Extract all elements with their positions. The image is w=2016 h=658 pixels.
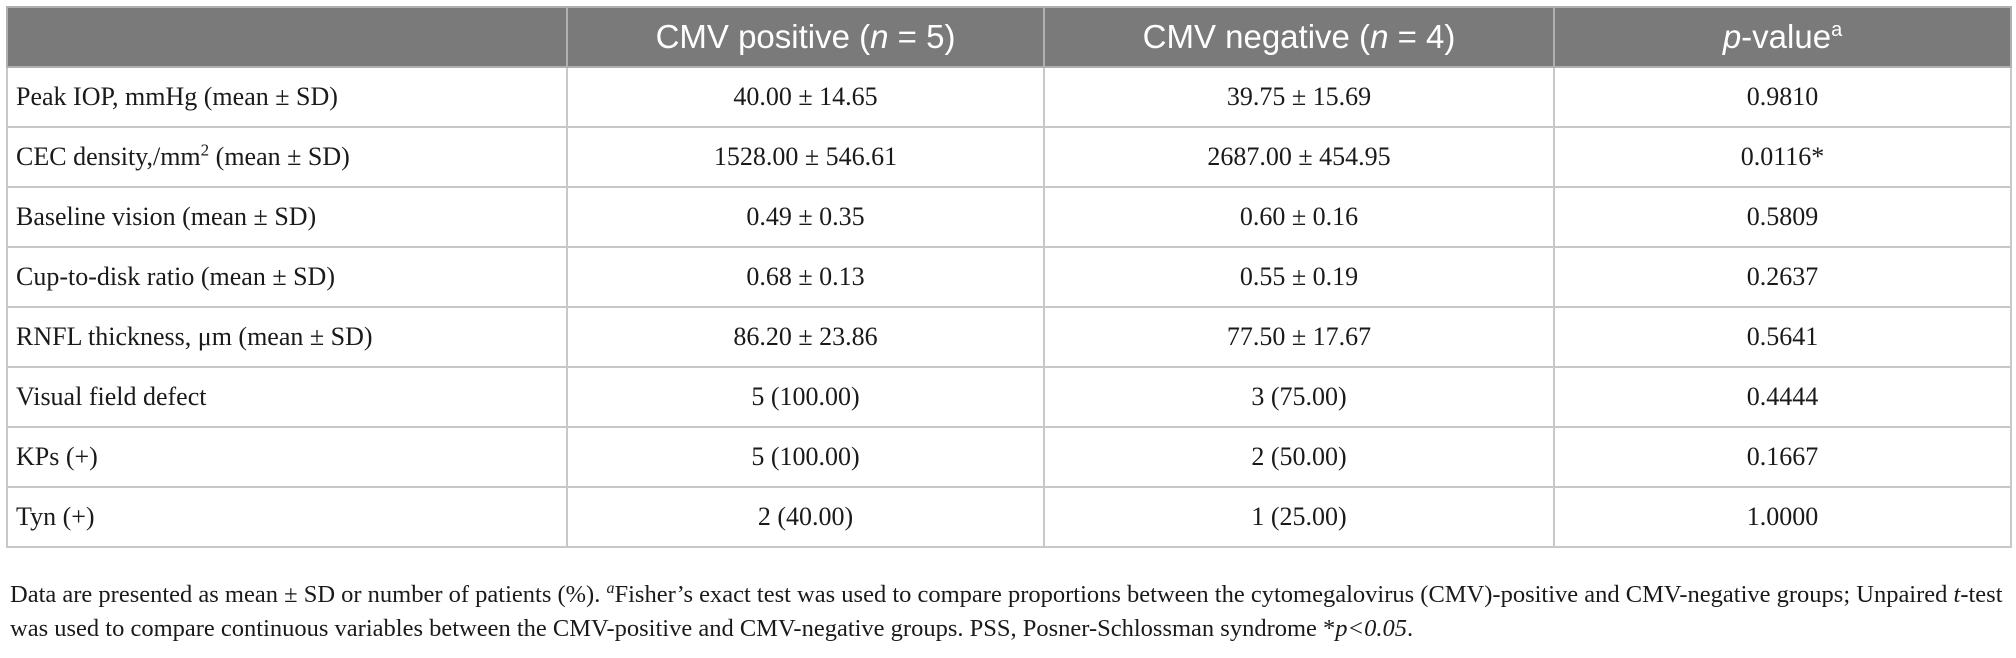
table-row: Peak IOP, mmHg (mean ± SD) 40.00 ± 14.65…: [6, 66, 2012, 128]
table-row: KPs (+) 5 (100.00) 2 (50.00) 0.1667: [6, 426, 2012, 488]
cell-cmv-negative: 77.50 ± 17.67: [1043, 306, 1555, 368]
header-p-value-sup: a: [1831, 19, 1843, 41]
row-label-text: CEC density,/mm: [16, 142, 201, 171]
header-cmv-positive-pre: CMV positive (: [655, 18, 871, 55]
row-label-post: (mean ± SD): [209, 142, 350, 171]
cell-cmv-positive: 5 (100.00): [566, 426, 1045, 488]
header-p-value-p: p: [1722, 18, 1742, 55]
table-row: Baseline vision (mean ± SD) 0.49 ± 0.35 …: [6, 186, 2012, 248]
cell-cmv-positive: 5 (100.00): [566, 366, 1045, 428]
header-p-value-text: -value: [1741, 18, 1832, 55]
row-label-text: KPs (+): [16, 442, 98, 471]
cell-p-value: 0.2637: [1553, 246, 2012, 308]
row-label-text: Baseline vision (mean ± SD): [16, 202, 317, 231]
cell-cmv-negative: 0.55 ± 0.19: [1043, 246, 1555, 308]
footnote-end: .: [1406, 615, 1414, 642]
row-label: RNFL thickness, μm (mean ± SD): [6, 306, 568, 368]
cell-cmv-positive: 0.68 ± 0.13: [566, 246, 1045, 308]
table-row: Cup-to-disk ratio (mean ± SD) 0.68 ± 0.1…: [6, 246, 2012, 308]
header-cmv-positive: CMV positive (n = 5): [566, 6, 1045, 68]
cell-cmv-positive: 1528.00 ± 546.61: [566, 126, 1045, 188]
header-cmv-positive-n: n: [870, 18, 889, 55]
footnote-sup-a-text: a: [606, 579, 615, 597]
row-label: Cup-to-disk ratio (mean ± SD): [6, 246, 568, 308]
cell-cmv-positive: 40.00 ± 14.65: [566, 66, 1045, 128]
row-label-sup: 2: [200, 140, 210, 160]
table-row: RNFL thickness, μm (mean ± SD) 86.20 ± 2…: [6, 306, 2012, 368]
cell-cmv-positive: 2 (40.00): [566, 486, 1045, 548]
row-label: Baseline vision (mean ± SD): [6, 186, 568, 248]
table-footnote: Data are presented as mean ± SD or numbe…: [10, 578, 2010, 646]
row-label-text: Cup-to-disk ratio (mean ± SD): [16, 262, 335, 291]
footnote-part2: Fisher’s exact test was used to compare …: [614, 581, 1954, 608]
cell-cmv-positive: 0.49 ± 0.35: [566, 186, 1045, 248]
cell-p-value: 0.1667: [1553, 426, 2012, 488]
header-p-value: p-valuea: [1553, 6, 2012, 68]
footnote-part3: -test was used to compare continuous var…: [10, 581, 2003, 642]
cell-cmv-negative: 1 (25.00): [1043, 486, 1555, 548]
footnote-significance: p<0.05: [1335, 615, 1407, 642]
row-label: Peak IOP, mmHg (mean ± SD): [6, 66, 568, 128]
row-label: Visual field defect: [6, 366, 568, 428]
cell-cmv-negative: 0.60 ± 0.16: [1043, 186, 1555, 248]
table-row: CEC density,/mm2 (mean ± SD) 1528.00 ± 5…: [6, 126, 2012, 188]
table-row: Tyn (+) 2 (40.00) 1 (25.00) 1.0000: [6, 486, 2012, 548]
row-label-text: Visual field defect: [16, 382, 207, 411]
cell-p-value: 0.0116*: [1553, 126, 2012, 188]
cell-p-value: 1.0000: [1553, 486, 2012, 548]
results-table: CMV positive (n = 5) CMV negative (n = 4…: [6, 6, 2012, 548]
header-cmv-positive-post: = 5): [888, 18, 956, 55]
row-label-text: Tyn (+): [16, 502, 95, 531]
row-label-text: Peak IOP, mmHg (mean ± SD): [16, 82, 338, 111]
cell-p-value: 0.5809: [1553, 186, 2012, 248]
cell-cmv-negative: 2687.00 ± 454.95: [1043, 126, 1555, 188]
header-row: CMV positive (n = 5) CMV negative (n = 4…: [6, 6, 2012, 68]
cell-p-value: 0.5641: [1553, 306, 2012, 368]
cell-cmv-negative: 39.75 ± 15.69: [1043, 66, 1555, 128]
table-row: Visual field defect 5 (100.00) 3 (75.00)…: [6, 366, 2012, 428]
header-cmv-negative: CMV negative (n = 4): [1043, 6, 1555, 68]
header-cmv-negative-post: = 4): [1388, 18, 1456, 55]
header-cmv-negative-pre: CMV negative (: [1142, 18, 1371, 55]
results-table-container: CMV positive (n = 5) CMV negative (n = 4…: [6, 6, 2012, 548]
cell-p-value: 0.9810: [1553, 66, 2012, 128]
header-cmv-negative-n: n: [1370, 18, 1389, 55]
row-label-text: RNFL thickness, μm (mean ± SD): [16, 322, 373, 351]
header-cell-blank: [6, 6, 568, 68]
footnote-part1: Data are presented as mean ± SD or numbe…: [10, 581, 607, 608]
table-header: CMV positive (n = 5) CMV negative (n = 4…: [6, 6, 2012, 68]
footnote-t: t: [1953, 581, 1961, 608]
row-label: Tyn (+): [6, 486, 568, 548]
row-label: CEC density,/mm2 (mean ± SD): [6, 126, 568, 188]
footnote-sup-a: a: [606, 580, 614, 597]
row-label: KPs (+): [6, 426, 568, 488]
table-body: Peak IOP, mmHg (mean ± SD) 40.00 ± 14.65…: [6, 66, 2012, 548]
cell-p-value: 0.4444: [1553, 366, 2012, 428]
cell-cmv-positive: 86.20 ± 23.86: [566, 306, 1045, 368]
cell-cmv-negative: 2 (50.00): [1043, 426, 1555, 488]
cell-cmv-negative: 3 (75.00): [1043, 366, 1555, 428]
